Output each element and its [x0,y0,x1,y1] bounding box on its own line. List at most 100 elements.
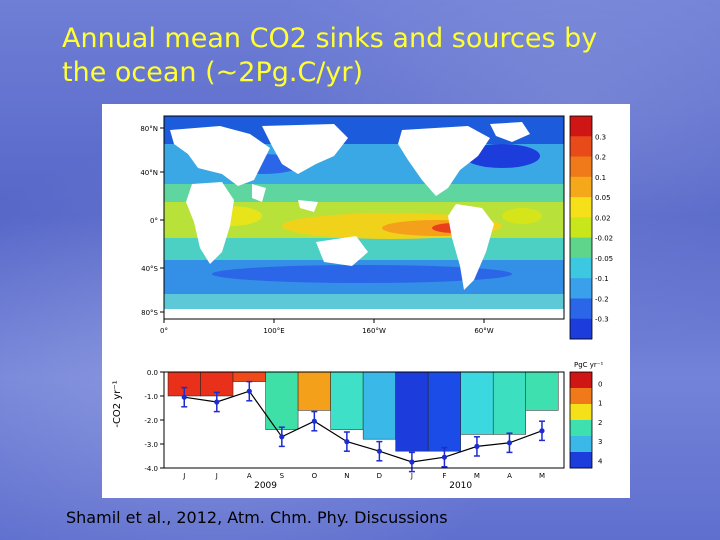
bar-colorbar-label: 3 [598,438,602,446]
eurasia-west-land [170,126,270,186]
map-y-ticks: 80°N 40°N 0° 40°S 80°S [140,125,164,317]
data-point [376,448,382,454]
map-colorbar-swatch [570,318,592,340]
map-colorbar-swatch [570,116,592,137]
bar-month-label: M [474,472,480,480]
year-label-2010: 2010 [449,481,472,491]
map-colorbar-label: -0.1 [595,275,609,283]
map-colorbar-swatch [570,156,592,178]
map-frame [163,115,565,320]
data-point [181,394,187,400]
bar-colorbar-swatch [570,452,592,469]
monthly-flux-bar-chart: 0.0 -1.0 -2.0 -3.0 -4.0 J J A S O N D J F M A M 2009 2010… [112,369,565,491]
map-colorbar-swatch [570,257,592,279]
bar-month-label: F [442,472,446,480]
year-label-2009: 2009 [254,481,277,491]
slide-title: Annual mean CO2 sinks and sources by the… [62,22,682,90]
south-america-land [448,204,494,290]
data-point [344,439,350,445]
bar [427,371,461,452]
figure-panel: 80°N 40°N 0° 40°S 80°S 0° 100°E 160°W 60°W 0.3 0… [102,104,630,498]
map-colorbar-swatch [570,197,592,218]
bar-month-label: M [539,472,545,480]
map-colorbar-label: -0.02 [595,235,613,243]
bar-colorbar-label: 1 [598,400,602,408]
bar-colorbar-swatch [570,372,592,389]
bar-y-tick-label: -4.0 [144,465,158,473]
maritime-continent-land [298,200,318,212]
map-colorbar-swatch [570,298,592,320]
map-colorbar-frame [569,115,593,340]
figure-svg: 80°N40°N0°40°S80°S 0° 100°E 160°W 60°W 0.30… [112,115,613,491]
bar-y-tick-label: -2.0 [144,417,158,425]
map-colorbar-label: 0.1 [595,174,606,182]
data-point [441,454,448,460]
bar-plot-area [163,371,565,473]
map-y-tick-label: 80°N [140,125,158,133]
map-x-tick-label: 100°E [263,327,284,335]
data-point [246,388,252,394]
co2-flux-map: 80°N 40°N 0° 40°S 80°S 0° 100°E 160°W 60°W [140,115,565,335]
data-point [409,459,415,465]
map-y-tick-label: 80°S [141,309,158,317]
bar [460,371,494,435]
bar [362,371,396,440]
data-point [474,443,480,449]
bar [395,371,429,452]
bar-month-label: N [344,472,349,480]
map-x-tick-label: 160°W [362,327,386,335]
map-colorbar-label: -0.3 [595,316,609,324]
map-colorbar-swatch [570,237,592,259]
bar [330,371,364,430]
africa-land [186,182,234,264]
india-land [252,184,266,202]
bar-month-label: O [312,472,318,480]
north-america-land [398,126,490,196]
bar-y-axis-label: -CO2 yr⁻¹ [112,380,123,427]
bar-month-label: A [247,472,252,480]
bar-colorbar-swatch [570,436,592,453]
bar-y-tick-label: 0.0 [147,369,158,377]
data-point [539,428,545,434]
bar-y-tick-label: -3.0 [144,441,158,449]
eurasia-east-land [262,124,348,174]
bar-y-tick-label: -1.0 [144,393,158,401]
mean-line [184,390,543,463]
map-colorbar-label: 0.02 [595,214,611,222]
data-point [311,418,317,424]
map-colorbar-label: -0.2 [595,295,609,303]
map-y-tick-label: 40°S [141,265,158,273]
map-colorbar-swatch [570,136,592,158]
greenland-land [490,122,530,142]
bar-colorbar-swatch [570,404,592,421]
citation: Shamil et al., 2012, Atm. Chm. Phy. Disc… [66,508,448,527]
bar-month-label: D [377,472,382,480]
atlantic-source [502,208,542,224]
bar-colorbar-frame [569,371,593,469]
map-y-tick-label: 0° [150,217,158,225]
bar [232,371,266,382]
data-point [506,440,513,446]
bar-colorbar: PgC yr⁻¹ 0 1 2 3 4 [569,361,603,469]
map-colorbar-label: 0.05 [595,194,611,202]
bar-y-axis: 0.0 -1.0 -2.0 -3.0 -4.0 [144,369,164,473]
data-point [279,434,285,440]
bar-month-label: J [215,472,218,480]
map-colorbar-swatch [570,176,592,198]
bar-month-label: J [182,472,185,480]
map-x-tick-label: 60°W [474,327,493,335]
bar-month-label: S [280,472,285,480]
bar [297,371,331,411]
bar-colorbar-label: 0 [598,381,602,389]
bar-x-axis: J J A S O N D J F M A M 2009 2010 [182,472,545,491]
bar [525,371,559,411]
bar-colorbar-swatch [570,388,592,405]
bar-colorbar-title: PgC yr⁻¹ [574,361,603,369]
map-y-tick-label: 40°N [140,169,158,177]
bar [492,371,526,435]
map-colorbar: 0.3 0.2 0.1 0.05 0.02 -0.02 -0.05 -0.1 -0.2 -0.3 [569,115,613,340]
bar-colorbar-label: 4 [598,457,603,465]
bar-month-label: J [410,472,413,480]
southern-ocean-sink [212,265,512,283]
map-x-ticks: 0° 100°E 160°W 60°W [160,319,494,335]
